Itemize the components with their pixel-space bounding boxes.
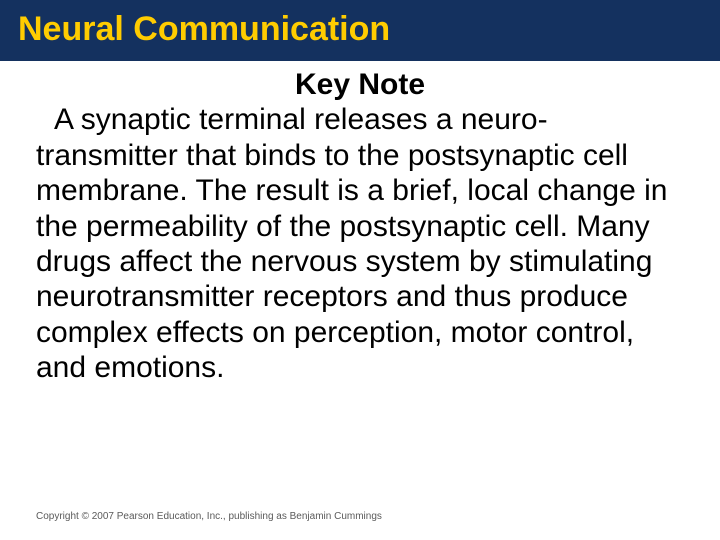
body-area: Key Note A synaptic terminal releases a …: [0, 61, 720, 386]
slide-title: Neural Communication: [18, 10, 702, 49]
copyright-text: Copyright © 2007 Pearson Education, Inc.…: [36, 511, 382, 522]
key-note-heading: Key Note: [36, 67, 684, 102]
slide: Neural Communication Key Note A synaptic…: [0, 0, 720, 540]
body-paragraph: A synaptic terminal releases a neuro-tra…: [36, 102, 684, 385]
title-bar: Neural Communication: [0, 0, 720, 61]
